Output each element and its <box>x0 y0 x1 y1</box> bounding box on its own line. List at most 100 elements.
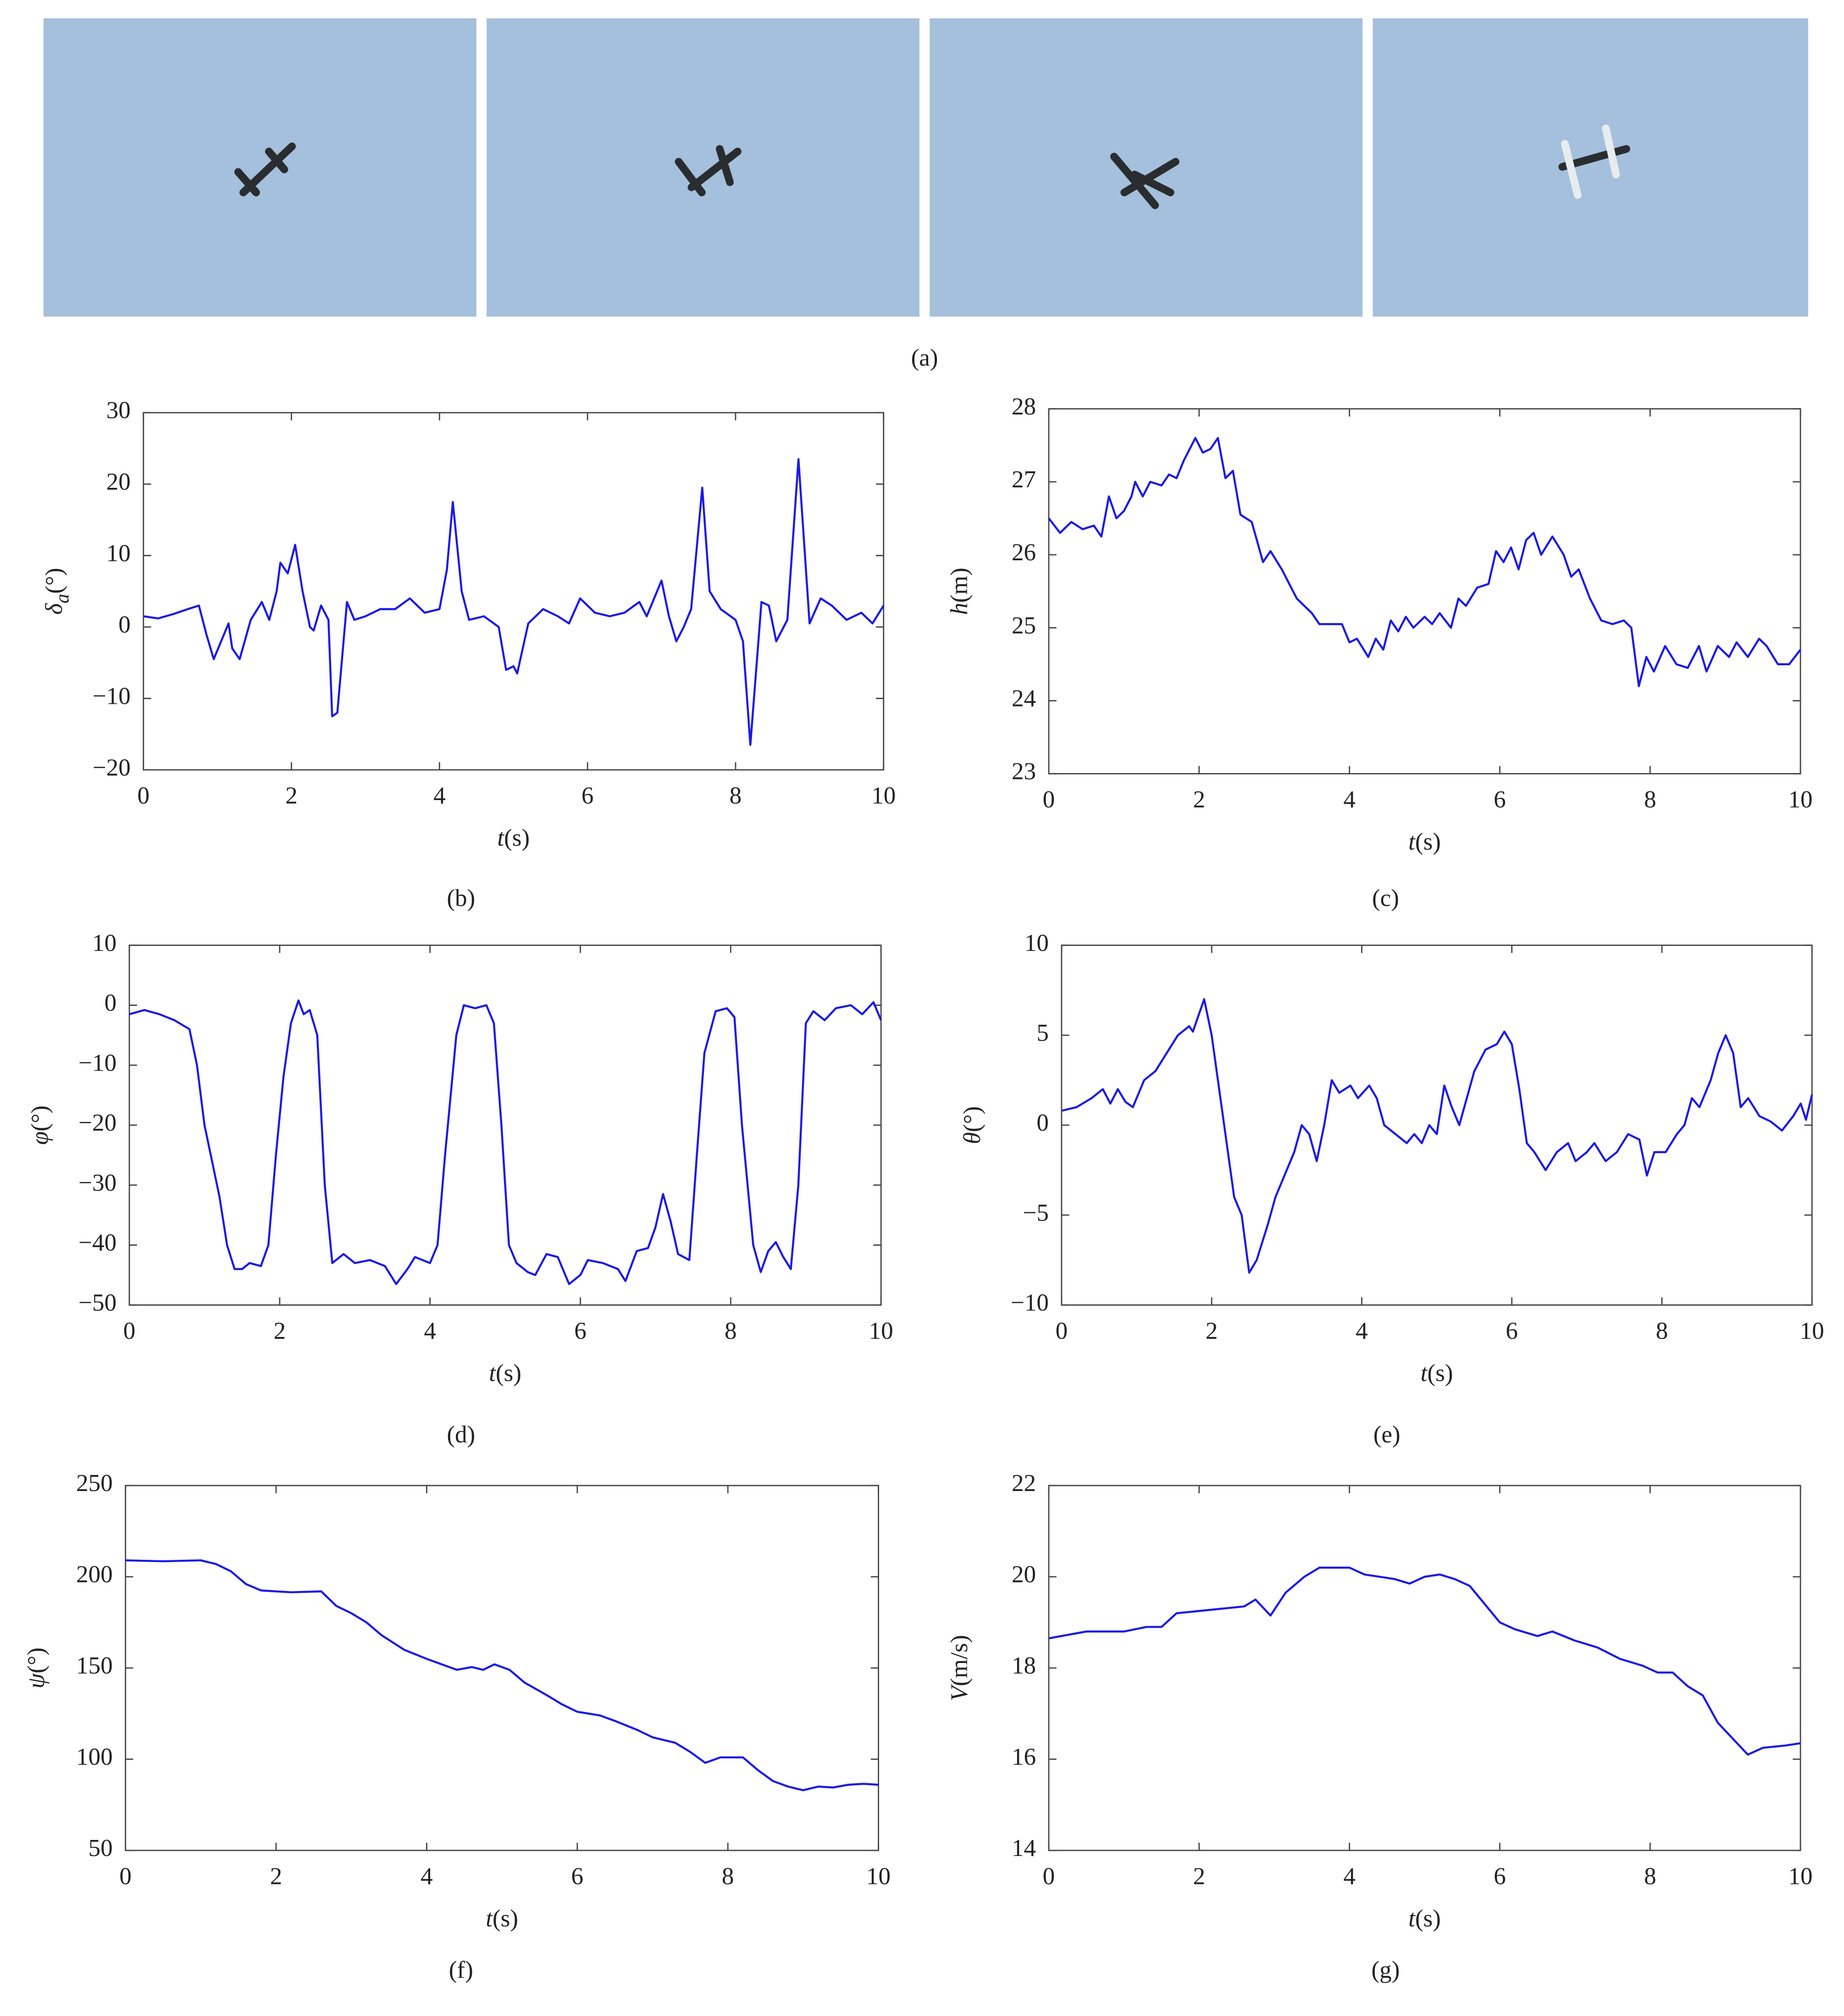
x-tick-label: 4 <box>1343 786 1356 813</box>
y-tick-label: 28 <box>1012 393 1036 420</box>
aircraft <box>1558 124 1630 199</box>
y-tick-label: 22 <box>1012 1470 1036 1497</box>
y-axis-label: θ(°) <box>959 1106 986 1144</box>
y-tick-label: 0 <box>118 612 131 638</box>
x-tick-label: 6 <box>1506 1318 1518 1344</box>
plot-frame <box>1061 944 1813 1306</box>
photo-strip <box>43 18 1808 317</box>
y-tick-label: −10 <box>1011 1289 1049 1316</box>
x-tick-label: 8 <box>1644 786 1656 813</box>
y-tick-label: 0 <box>105 990 117 1016</box>
x-tick-label: 0 <box>1043 1863 1055 1889</box>
x-tick-label: 10 <box>1800 1318 1824 1344</box>
y-tick-label: 16 <box>1012 1744 1036 1770</box>
x-tick-label: 2 <box>1193 1863 1206 1889</box>
data-line <box>129 999 882 1285</box>
axis-symbol: h <box>946 603 973 615</box>
y-tick-label: 200 <box>76 1561 113 1588</box>
x-tick-label: 8 <box>722 1863 734 1889</box>
y-tick-label: −10 <box>93 683 131 709</box>
x-tick-label: 2 <box>270 1863 282 1889</box>
x-tick-label: 2 <box>1206 1318 1218 1344</box>
x-axis-label: t(s) <box>486 1906 518 1932</box>
data-line <box>1061 998 1813 1274</box>
x-tick-label: 10 <box>1789 786 1813 813</box>
axis-unit: (s) <box>504 825 530 851</box>
y-axis-label: V(m/s) <box>946 1635 973 1701</box>
x-tick-label: 10 <box>866 1863 891 1889</box>
data-line <box>1048 1566 1801 1756</box>
x-axis-label: t(s) <box>1408 828 1441 855</box>
panel-caption: (e) <box>1373 1421 1401 1448</box>
x-tick-label: 6 <box>574 1318 587 1344</box>
photo <box>43 18 476 317</box>
x-axis-label: t(s) <box>489 1360 521 1386</box>
panel-caption: (g) <box>1371 1956 1400 1983</box>
x-tick-label: 10 <box>871 783 896 809</box>
y-tick-label: 10 <box>1024 930 1049 956</box>
x-tick-label: 4 <box>433 783 446 809</box>
y-tick-label: 150 <box>76 1652 113 1679</box>
y-tick-label: 0 <box>1036 1110 1049 1136</box>
x-tick-label: 10 <box>1789 1863 1813 1889</box>
x-tick-label: 2 <box>274 1318 286 1344</box>
x-axis-label: t(s) <box>1408 1906 1441 1932</box>
y-tick-label: −10 <box>78 1049 116 1076</box>
axis-symbol: t <box>486 1906 493 1932</box>
axis-symbol: t <box>1421 1360 1428 1386</box>
y-tick-label: −20 <box>93 754 131 781</box>
y-tick-label: 24 <box>1012 685 1036 712</box>
aircraft <box>1110 153 1179 210</box>
panel-caption: (b) <box>447 885 475 911</box>
x-tick-label: 0 <box>119 1863 132 1889</box>
axis-symbol: V <box>946 1684 973 1701</box>
x-tick-label: 4 <box>424 1318 436 1344</box>
y-axis-label: h(m) <box>946 568 973 615</box>
axis-unit: (°) <box>959 1106 986 1132</box>
axis-symbol: δ <box>41 603 67 615</box>
x-tick-label: 0 <box>1043 786 1055 813</box>
y-axis-label: φ(°) <box>27 1105 53 1145</box>
axis-unit: (°) <box>27 1105 53 1132</box>
axis-unit: (°) <box>41 568 67 594</box>
y-tick-label: 26 <box>1012 539 1036 566</box>
axis-unit: (s) <box>1415 1906 1441 1932</box>
y-tick-label: 20 <box>1012 1561 1036 1588</box>
y-tick-label: −5 <box>1023 1199 1048 1226</box>
x-tick-label: 0 <box>1056 1318 1068 1344</box>
x-axis-label: t(s) <box>497 825 530 851</box>
panel-caption: (c) <box>1372 885 1399 911</box>
x-tick-label: 6 <box>581 783 594 809</box>
data-line <box>143 458 885 746</box>
y-tick-label: 23 <box>1012 758 1036 785</box>
y-tick-label: 14 <box>1012 1835 1036 1861</box>
axis-unit: (m/s) <box>946 1635 973 1686</box>
y-tick-label: −50 <box>78 1289 116 1316</box>
x-tick-label: 2 <box>285 783 298 809</box>
panel-caption: (d) <box>447 1421 475 1448</box>
y-tick-label: 10 <box>92 930 116 956</box>
photo <box>487 18 919 317</box>
y-tick-label: 250 <box>76 1470 113 1497</box>
y-tick-label: 18 <box>1012 1652 1036 1679</box>
axis-symbol: t <box>1408 828 1416 855</box>
plot-frame <box>1048 1485 1801 1851</box>
y-tick-label: 10 <box>106 540 131 567</box>
y-axis-label: δa(°) <box>41 568 73 615</box>
x-tick-label: 4 <box>1343 1863 1356 1889</box>
plot-frame <box>143 412 885 771</box>
aircraft <box>234 142 296 197</box>
axis-symbol: t <box>497 825 504 851</box>
x-tick-label: 8 <box>730 783 742 809</box>
axis-unit: (s) <box>496 1360 521 1386</box>
axis-symbol: t <box>489 1360 496 1386</box>
plot-frame <box>1048 408 1801 774</box>
y-tick-label: 27 <box>1012 466 1036 493</box>
photo <box>930 18 1363 317</box>
axis-symbol: ψ <box>23 1673 50 1689</box>
y-tick-label: −20 <box>78 1110 116 1136</box>
x-tick-label: 8 <box>725 1318 737 1344</box>
y-axis-label: ψ(°) <box>23 1647 50 1689</box>
y-tick-label: 30 <box>106 397 131 424</box>
x-tick-label: 4 <box>421 1863 433 1889</box>
